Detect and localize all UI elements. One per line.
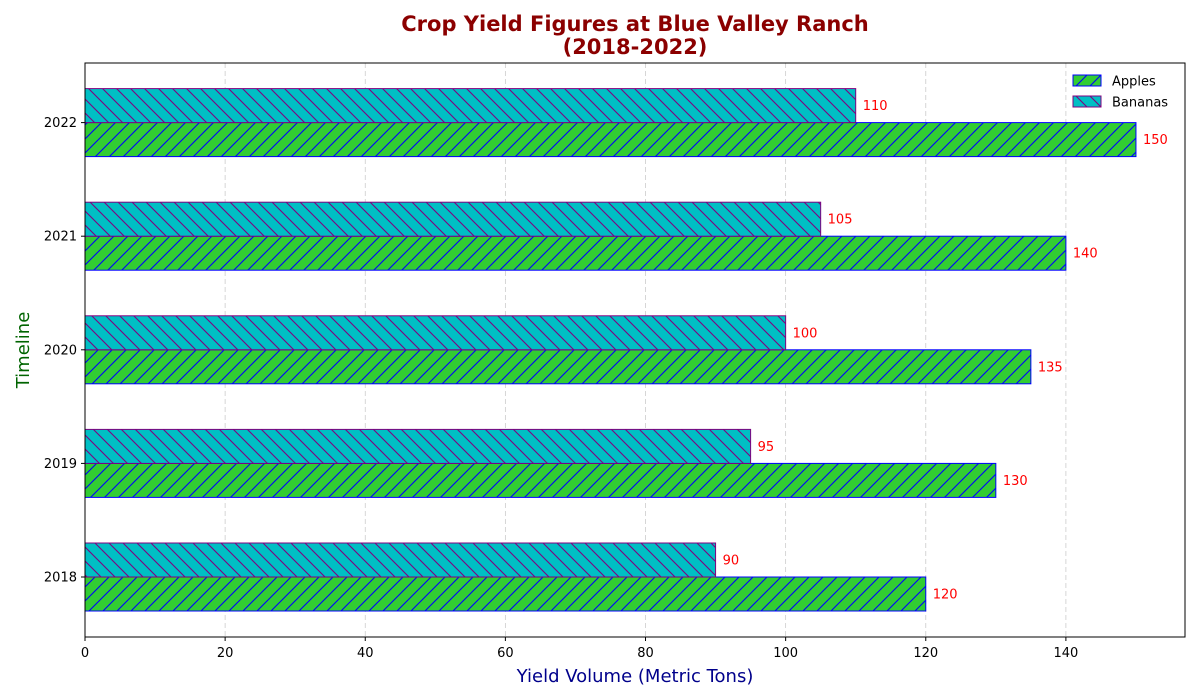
x-tick-label: 0: [81, 646, 89, 661]
bar-bananas-2022: [84, 88, 857, 124]
x-axis: 0 20 40 60 80 100 120 140: [81, 637, 1078, 661]
bar-bananas-2021: [84, 201, 822, 237]
data-label: 140: [1073, 247, 1098, 262]
bar-apples-2022: [84, 122, 1137, 158]
bar-bananas-2019: [84, 428, 752, 464]
x-axis-label: Yield Volume (Metric Tons): [516, 666, 754, 687]
x-tick-label: 120: [913, 646, 938, 661]
chart-title: Crop Yield Figures at Blue Valley Ranch …: [401, 12, 869, 59]
chart-title-line-1: Crop Yield Figures at Blue Valley Ranch: [401, 12, 869, 36]
legend-label: Apples: [1112, 75, 1156, 90]
y-axis: 2018 2019 2020 2021 2022: [44, 116, 85, 586]
data-label: 105: [828, 213, 853, 228]
data-label: 120: [933, 588, 958, 603]
x-tick-label: 100: [773, 646, 798, 661]
data-label: 135: [1038, 360, 1063, 375]
chart-title-line-2: (2018-2022): [563, 35, 708, 59]
data-label: 100: [793, 326, 818, 341]
data-label: 110: [863, 99, 888, 114]
data-label: 150: [1143, 133, 1168, 148]
x-tick-label: 80: [637, 646, 654, 661]
bar-bananas-2018: [84, 542, 717, 578]
x-tick-label: 20: [217, 646, 234, 661]
bar-apples-2020: [84, 349, 1032, 385]
legend-swatch-apples: [1072, 74, 1102, 87]
y-tick-label: 2018: [44, 571, 77, 586]
y-tick-label: 2022: [44, 116, 77, 131]
bars: [84, 88, 1137, 612]
x-tick-label: 60: [497, 646, 514, 661]
y-tick-label: 2020: [44, 343, 77, 358]
legend-swatch-bananas: [1072, 95, 1102, 108]
y-tick-label: 2021: [44, 230, 77, 245]
y-tick-label: 2019: [44, 457, 77, 472]
x-tick-label: 40: [357, 646, 374, 661]
legend-label: Bananas: [1112, 96, 1168, 111]
legend: Apples Bananas: [1072, 74, 1168, 111]
data-label: 95: [758, 440, 775, 455]
data-label: 90: [723, 554, 740, 569]
data-labels: 120 130 135 140 150 90 95 100 105 110: [723, 99, 1168, 602]
bar-apples-2018: [84, 576, 927, 612]
bar-apples-2019: [84, 462, 997, 498]
data-label: 130: [1003, 474, 1028, 489]
bar-apples-2021: [84, 235, 1067, 271]
x-tick-label: 140: [1053, 646, 1078, 661]
y-axis-label: Timeline: [13, 312, 34, 390]
bar-bananas-2020: [84, 315, 787, 351]
